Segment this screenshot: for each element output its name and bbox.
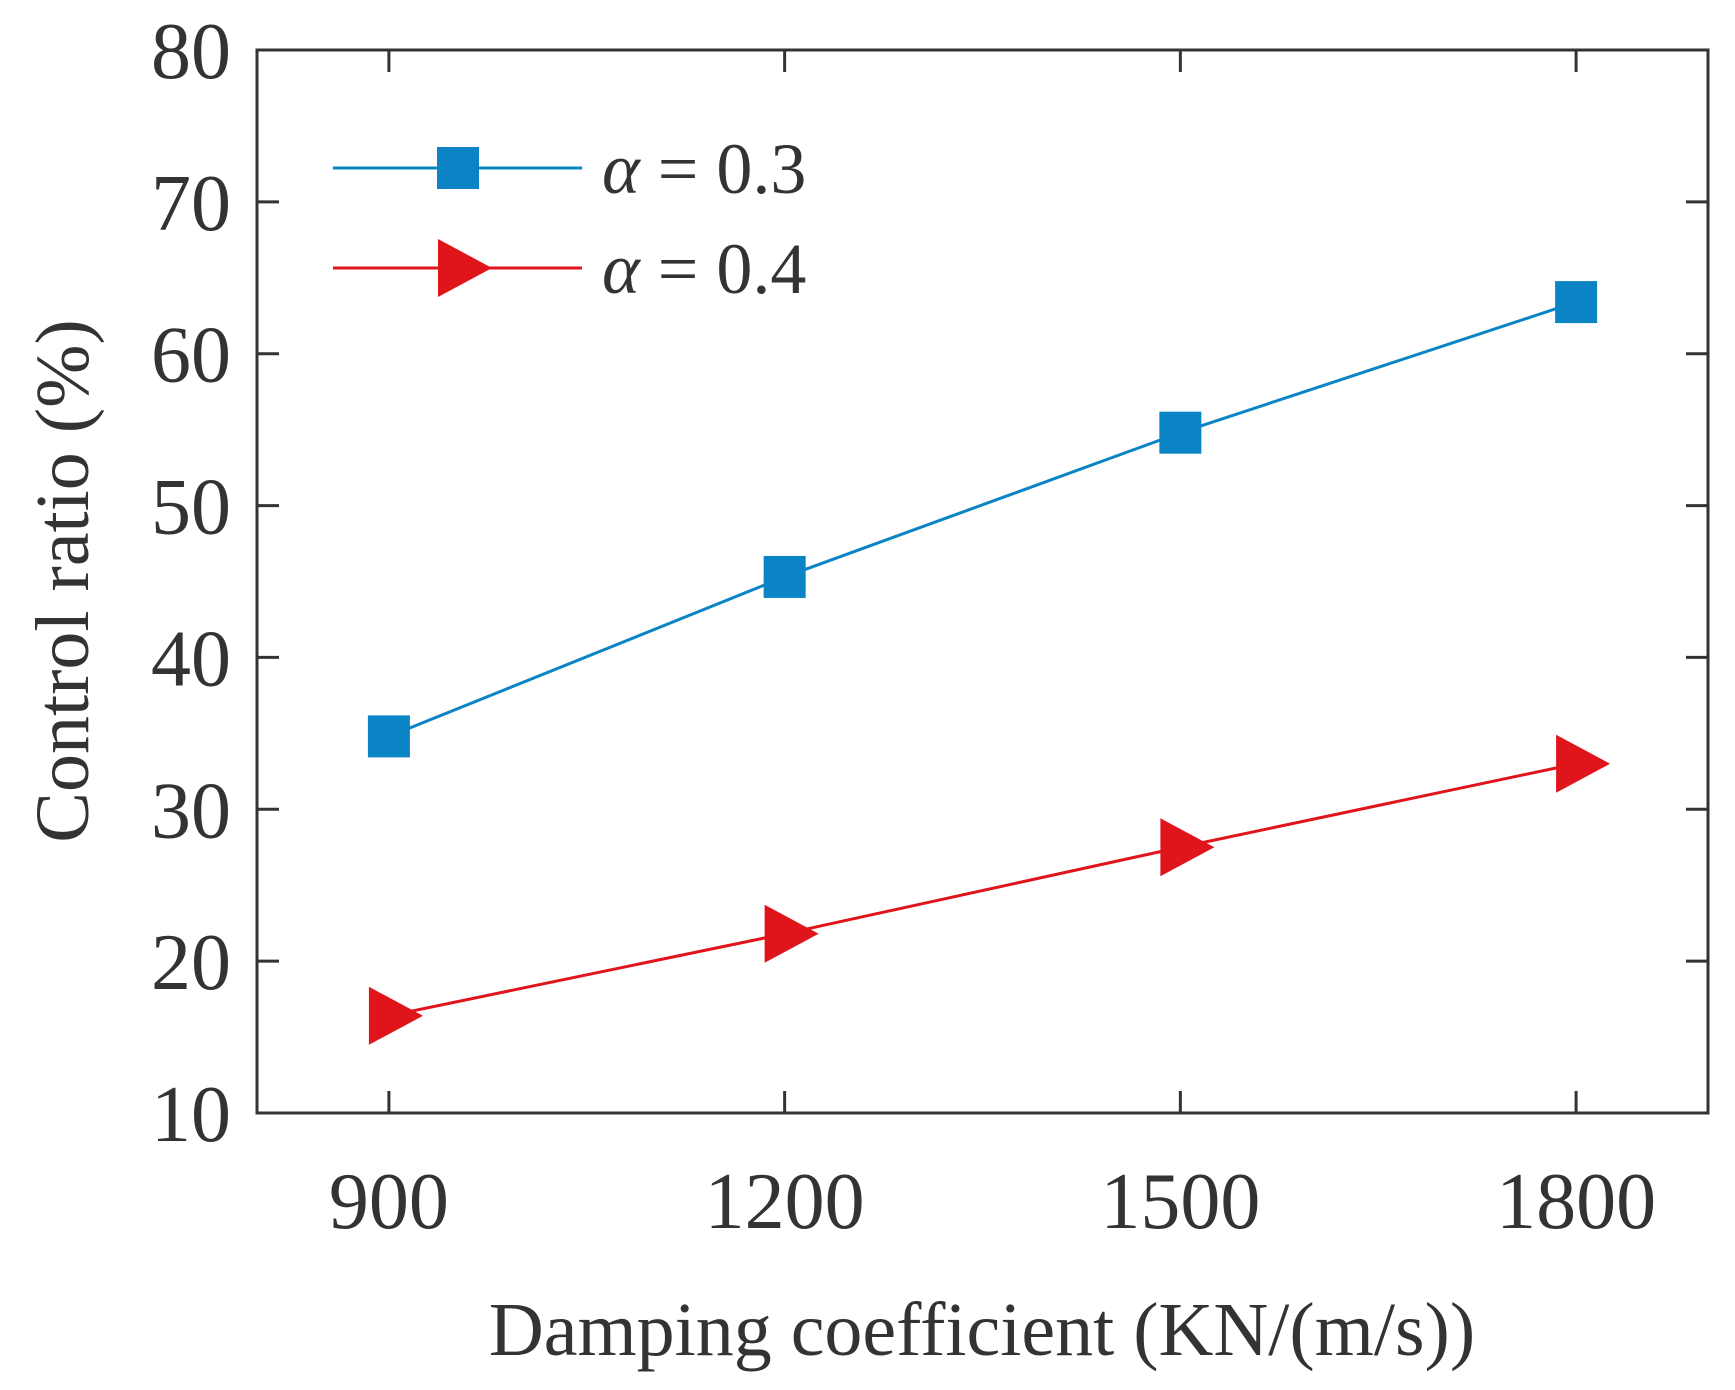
- y-tick-label: 70: [151, 160, 231, 248]
- data-point: [764, 904, 819, 963]
- y-axis-title: Control ratio (%): [21, 319, 105, 842]
- y-tick-label: 10: [151, 1071, 231, 1159]
- x-tick-label: 1200: [705, 1158, 865, 1246]
- legend-item: α = 0.3: [333, 129, 806, 209]
- y-tick-label: 30: [151, 767, 231, 855]
- legend-value: = 0.3: [640, 129, 807, 209]
- data-point: [763, 555, 806, 598]
- data-point: [1556, 734, 1611, 793]
- legend-symbol: α: [602, 229, 641, 309]
- legend-marker: [438, 239, 492, 297]
- y-tick-label: 40: [151, 615, 231, 703]
- legend-value: = 0.4: [640, 229, 807, 309]
- legend: α = 0.3α = 0.4: [333, 129, 806, 309]
- series-line: [388, 762, 1577, 1018]
- data-point: [1160, 818, 1215, 877]
- x-tick-label: 1500: [1100, 1158, 1260, 1246]
- legend-label: α = 0.3: [602, 129, 806, 209]
- series-1: [367, 281, 1598, 758]
- x-axis-title: Damping coefficient (KN/(m/s)): [489, 1288, 1475, 1372]
- x-tick-label: 900: [329, 1158, 449, 1246]
- data-point: [368, 986, 423, 1045]
- axis-ticks: [257, 48, 1708, 1115]
- series-layer: [367, 281, 1611, 1045]
- x-tick-label: 1800: [1496, 1158, 1656, 1246]
- series-2: [368, 734, 1611, 1045]
- data-point: [1555, 281, 1598, 324]
- data-point: [1159, 411, 1202, 454]
- plot-frame: [255, 48, 1710, 1115]
- y-tick-label: 60: [151, 312, 231, 400]
- y-tick-label: 80: [151, 8, 231, 96]
- y-tick-label: 50: [151, 464, 231, 552]
- data-point: [367, 715, 410, 758]
- legend-marker: [437, 147, 479, 189]
- axis-tick-labels: 10 20 30 40 50 60 70 80 900 1200 1500 1800: [151, 8, 1656, 1246]
- legend-label: α = 0.4: [602, 229, 806, 309]
- series-line: [388, 300, 1577, 738]
- legend-symbol: α: [602, 129, 641, 209]
- legend-item: α = 0.4: [333, 229, 806, 309]
- y-tick-label: 20: [151, 919, 231, 1007]
